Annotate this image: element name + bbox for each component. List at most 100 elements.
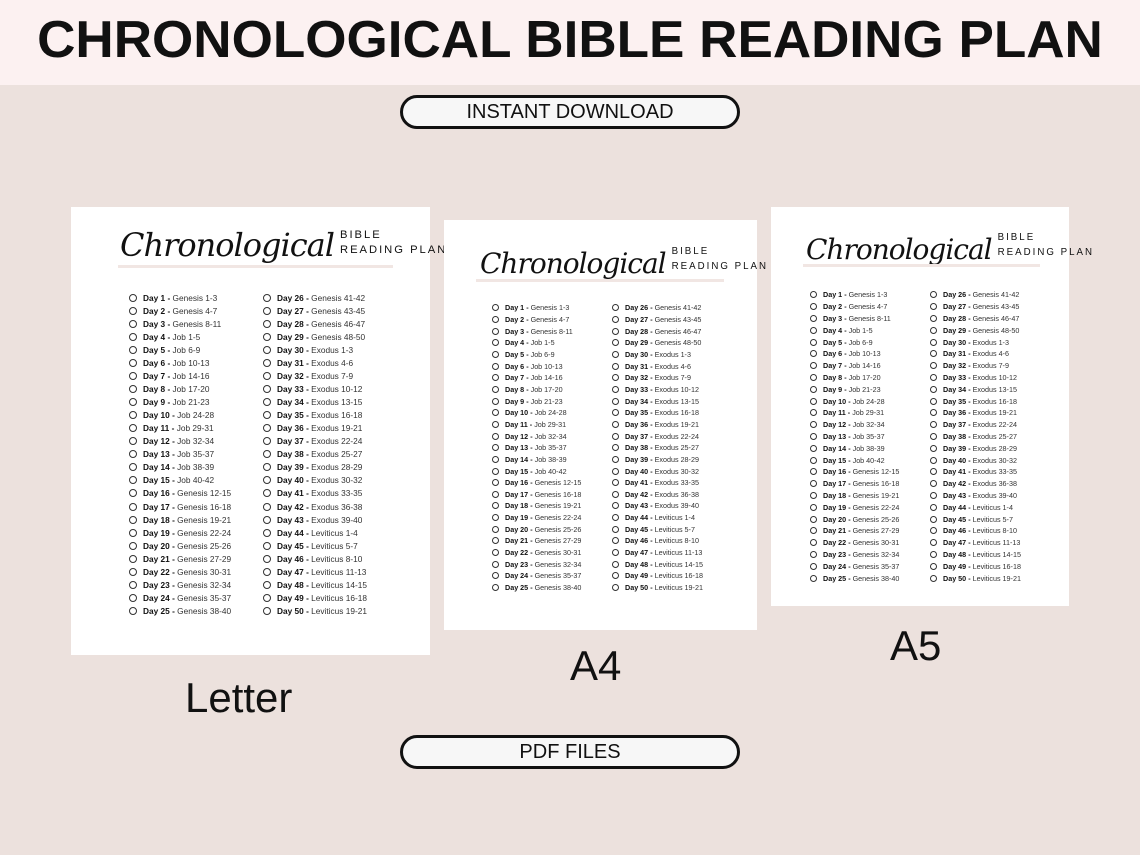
checkbox-circle[interactable] <box>612 455 619 463</box>
checkbox-circle[interactable] <box>263 332 271 341</box>
checkbox-circle[interactable] <box>930 456 937 464</box>
checkbox-circle[interactable] <box>263 424 271 433</box>
checkbox-circle[interactable] <box>612 490 619 498</box>
checkbox-circle[interactable] <box>263 554 271 563</box>
checkbox-circle[interactable] <box>492 525 499 533</box>
checkbox-circle[interactable] <box>492 467 499 475</box>
checkbox-circle[interactable] <box>129 607 137 616</box>
checkbox-circle[interactable] <box>263 489 271 498</box>
checkbox-circle[interactable] <box>263 463 271 472</box>
checkbox-circle[interactable] <box>263 593 271 602</box>
checkbox-circle[interactable] <box>129 580 137 589</box>
checkbox-circle[interactable] <box>492 409 499 417</box>
checkbox-circle[interactable] <box>930 562 937 570</box>
checkbox-circle[interactable] <box>810 314 817 322</box>
checkbox-circle[interactable] <box>810 373 817 381</box>
checkbox-circle[interactable] <box>263 411 271 420</box>
checkbox-circle[interactable] <box>129 293 137 302</box>
checkbox-circle[interactable] <box>129 424 137 433</box>
checkbox-circle[interactable] <box>930 480 937 488</box>
checkbox-circle[interactable] <box>492 549 499 557</box>
checkbox-circle[interactable] <box>263 476 271 485</box>
checkbox-circle[interactable] <box>612 374 619 382</box>
checkbox-circle[interactable] <box>129 450 137 459</box>
checkbox-circle[interactable] <box>810 350 817 358</box>
checkbox-circle[interactable] <box>129 345 137 354</box>
checkbox-circle[interactable] <box>612 304 619 312</box>
checkbox-circle[interactable] <box>263 450 271 459</box>
checkbox-circle[interactable] <box>492 420 499 428</box>
checkbox-circle[interactable] <box>129 593 137 602</box>
checkbox-circle[interactable] <box>492 339 499 347</box>
checkbox-circle[interactable] <box>810 409 817 417</box>
checkbox-circle[interactable] <box>263 607 271 616</box>
checkbox-circle[interactable] <box>612 409 619 417</box>
checkbox-circle[interactable] <box>810 362 817 370</box>
checkbox-circle[interactable] <box>492 502 499 510</box>
checkbox-circle[interactable] <box>492 362 499 370</box>
checkbox-circle[interactable] <box>612 584 619 592</box>
checkbox-circle[interactable] <box>129 515 137 524</box>
checkbox-circle[interactable] <box>129 567 137 576</box>
checkbox-circle[interactable] <box>263 358 271 367</box>
checkbox-circle[interactable] <box>492 584 499 592</box>
checkbox-circle[interactable] <box>930 444 937 452</box>
checkbox-circle[interactable] <box>612 560 619 568</box>
checkbox-circle[interactable] <box>930 350 937 358</box>
checkbox-circle[interactable] <box>810 326 817 334</box>
checkbox-circle[interactable] <box>492 490 499 498</box>
checkbox-circle[interactable] <box>810 503 817 511</box>
checkbox-circle[interactable] <box>263 541 271 550</box>
checkbox-circle[interactable] <box>810 303 817 311</box>
checkbox-circle[interactable] <box>930 515 937 523</box>
checkbox-circle[interactable] <box>129 398 137 407</box>
checkbox-circle[interactable] <box>492 327 499 335</box>
checkbox-circle[interactable] <box>129 502 137 511</box>
checkbox-circle[interactable] <box>263 437 271 446</box>
checkbox-circle[interactable] <box>129 319 137 328</box>
checkbox-circle[interactable] <box>612 350 619 358</box>
checkbox-circle[interactable] <box>810 421 817 429</box>
checkbox-circle[interactable] <box>263 371 271 380</box>
checkbox-circle[interactable] <box>492 397 499 405</box>
checkbox-circle[interactable] <box>129 528 137 537</box>
checkbox-circle[interactable] <box>492 315 499 323</box>
checkbox-circle[interactable] <box>930 409 937 417</box>
checkbox-circle[interactable] <box>810 338 817 346</box>
checkbox-circle[interactable] <box>492 374 499 382</box>
checkbox-circle[interactable] <box>612 327 619 335</box>
checkbox-circle[interactable] <box>129 358 137 367</box>
checkbox-circle[interactable] <box>129 332 137 341</box>
checkbox-circle[interactable] <box>930 527 937 535</box>
checkbox-circle[interactable] <box>129 306 137 315</box>
checkbox-circle[interactable] <box>930 373 937 381</box>
checkbox-circle[interactable] <box>810 385 817 393</box>
checkbox-circle[interactable] <box>129 437 137 446</box>
checkbox-circle[interactable] <box>612 514 619 522</box>
checkbox-circle[interactable] <box>810 562 817 570</box>
checkbox-circle[interactable] <box>492 455 499 463</box>
checkbox-circle[interactable] <box>263 319 271 328</box>
checkbox-circle[interactable] <box>263 502 271 511</box>
checkbox-circle[interactable] <box>129 411 137 420</box>
checkbox-circle[interactable] <box>930 468 937 476</box>
checkbox-circle[interactable] <box>612 502 619 510</box>
checkbox-circle[interactable] <box>930 550 937 558</box>
checkbox-circle[interactable] <box>612 385 619 393</box>
checkbox-circle[interactable] <box>810 456 817 464</box>
checkbox-circle[interactable] <box>612 549 619 557</box>
checkbox-circle[interactable] <box>810 527 817 535</box>
checkbox-circle[interactable] <box>612 420 619 428</box>
checkbox-circle[interactable] <box>263 384 271 393</box>
checkbox-circle[interactable] <box>492 350 499 358</box>
checkbox-circle[interactable] <box>930 421 937 429</box>
checkbox-circle[interactable] <box>492 514 499 522</box>
checkbox-circle[interactable] <box>263 398 271 407</box>
checkbox-circle[interactable] <box>492 537 499 545</box>
checkbox-circle[interactable] <box>492 385 499 393</box>
checkbox-circle[interactable] <box>129 541 137 550</box>
checkbox-circle[interactable] <box>129 371 137 380</box>
checkbox-circle[interactable] <box>492 444 499 452</box>
checkbox-circle[interactable] <box>810 491 817 499</box>
checkbox-circle[interactable] <box>612 339 619 347</box>
